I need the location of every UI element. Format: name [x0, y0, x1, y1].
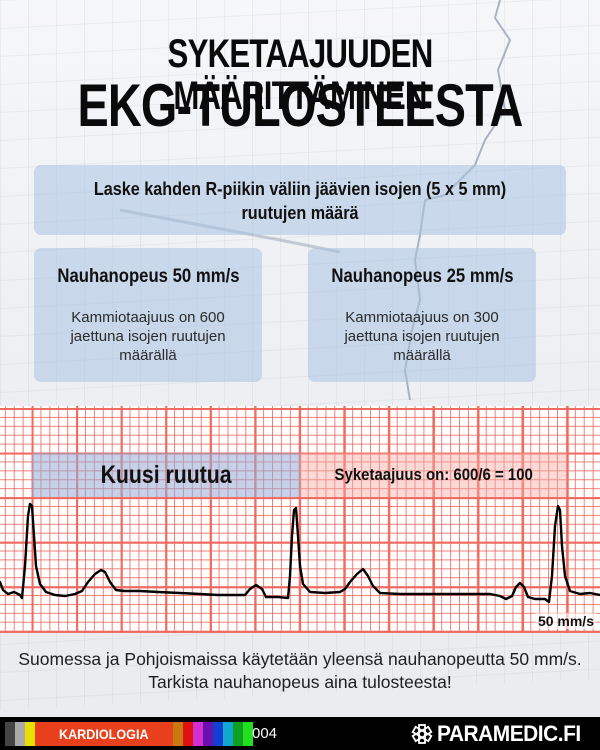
category-color-strip: KARDIOLOGIA — [5, 722, 253, 746]
brand-name: PARAMEDIC.FI — [436, 721, 581, 746]
color-swatch — [173, 722, 183, 746]
speed-box-25-body: Kammiotaajuus on 300 jaettuna isojen ruu… — [344, 309, 500, 364]
instruction-text: Laske kahden R-piikin väliin jäävien iso… — [93, 179, 507, 223]
heart-rate-result-highlight — [300, 453, 567, 497]
speed-box-25: Nauhanopeus 25 mm/s Kammiotaajuus on 300… — [308, 248, 536, 382]
ecg-strip: Kuusi ruutua Syketaajuus on: 600/6 = 100… — [0, 406, 600, 633]
speed-box-50-heading: Nauhanopeus 50 mm/s — [56, 266, 240, 287]
speed-box-50: Nauhanopeus 50 mm/s Kammiotaajuus on 600… — [34, 248, 262, 382]
page-title-line-1: SYKETAAJUUDEN MÄÄRITTÄMINEN — [167, 32, 434, 118]
paper-speed-note: Suomessa ja Pohjoismaissa käytetään ylee… — [18, 649, 582, 692]
page-title-line-2: EKG-TULOSTEESTA — [77, 72, 523, 139]
heart-rate-result-label: Syketaajuus on: 600/6 = 100 — [334, 465, 533, 484]
paper-speed-label: 50 mm/s — [535, 613, 596, 629]
color-swatch — [183, 722, 193, 746]
instruction-box: Laske kahden R-piikin väliin jäävien iso… — [34, 165, 566, 235]
large-squares-count-highlight — [32, 453, 300, 497]
color-swatch — [203, 722, 213, 746]
color-swatch — [25, 722, 35, 746]
card-number: 004 — [252, 725, 278, 742]
speed-box-25-heading: Nauhanopeus 25 mm/s — [330, 266, 514, 287]
footer-bar: KARDIOLOGIA 004 PARAMEDIC.FI — [0, 717, 600, 750]
color-swatch — [5, 722, 15, 746]
color-swatch — [243, 722, 253, 746]
color-swatch — [15, 722, 25, 746]
large-squares-count-label: Kuusi ruutua — [100, 461, 232, 489]
color-swatch — [223, 722, 233, 746]
ecg-waveform — [0, 502, 600, 604]
speed-box-50-body: Kammiotaajuus on 600 jaettuna isojen ruu… — [70, 309, 226, 364]
category-badge: KARDIOLOGIA — [35, 722, 173, 746]
brand-logo: PARAMEDIC.FI — [411, 721, 588, 747]
star-of-life-icon — [411, 724, 433, 744]
color-swatch — [213, 722, 223, 746]
color-swatch — [193, 722, 203, 746]
color-swatch — [233, 722, 243, 746]
